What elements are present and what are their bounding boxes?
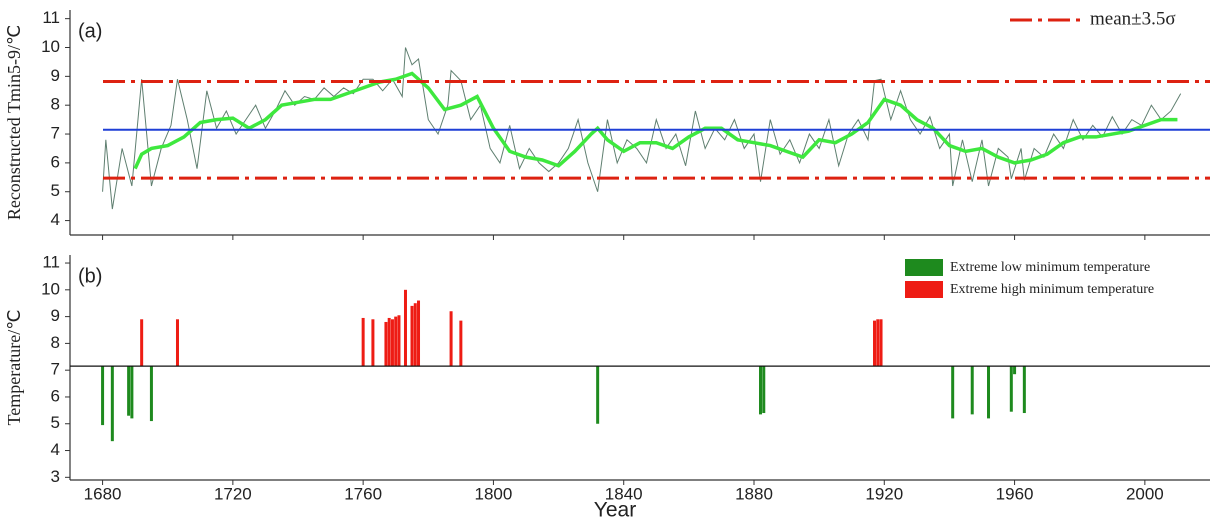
y-axis-label: Temperature/℃ bbox=[4, 310, 24, 426]
y-tick-label: 9 bbox=[51, 66, 60, 85]
bar bbox=[110, 366, 114, 442]
bar bbox=[101, 366, 105, 426]
bar bbox=[417, 300, 421, 367]
bar bbox=[1022, 366, 1026, 414]
bar bbox=[759, 366, 763, 415]
y-tick-label: 10 bbox=[41, 37, 60, 56]
bar bbox=[410, 305, 414, 367]
y-tick-label: 11 bbox=[42, 253, 60, 272]
bar bbox=[459, 320, 463, 367]
bar bbox=[397, 315, 401, 367]
y-tick-label: 10 bbox=[41, 279, 60, 298]
bar bbox=[387, 317, 391, 367]
y-tick-label: 7 bbox=[51, 360, 60, 379]
y-tick-label: 6 bbox=[51, 152, 60, 171]
bar bbox=[876, 319, 880, 367]
bar bbox=[130, 366, 134, 419]
y-tick-label: 8 bbox=[51, 333, 60, 352]
x-tick-label: 1720 bbox=[214, 484, 252, 503]
y-tick-label: 7 bbox=[51, 124, 60, 143]
bar bbox=[596, 366, 600, 424]
bar bbox=[1013, 366, 1017, 375]
panel-label: (b) bbox=[78, 265, 102, 287]
x-tick-label: 1960 bbox=[996, 484, 1034, 503]
bar bbox=[873, 320, 877, 367]
y-axis-label: Reconstructed Tmin5-9/℃ bbox=[4, 25, 24, 220]
y-tick-label: 9 bbox=[51, 306, 60, 325]
bar bbox=[987, 366, 991, 419]
y-tick-label: 6 bbox=[51, 386, 60, 405]
x-tick-label: 1840 bbox=[605, 484, 643, 503]
x-tick-label: 1920 bbox=[865, 484, 903, 503]
bar bbox=[951, 366, 955, 419]
y-tick-label: 5 bbox=[51, 181, 60, 200]
x-tick-label: 2000 bbox=[1126, 484, 1164, 503]
legend-label: Extreme high minimum temperature bbox=[950, 282, 1154, 297]
bar bbox=[762, 366, 766, 414]
bar bbox=[140, 319, 144, 367]
data-line bbox=[102, 47, 1182, 210]
bar bbox=[361, 317, 365, 367]
bar bbox=[970, 366, 974, 415]
y-tick-label: 5 bbox=[51, 413, 60, 432]
y-tick-label: 4 bbox=[51, 440, 60, 459]
bar bbox=[175, 319, 179, 367]
bar bbox=[1009, 366, 1013, 412]
panel-label: (a) bbox=[78, 20, 102, 42]
y-tick-label: 11 bbox=[42, 8, 60, 27]
legend-swatch bbox=[905, 259, 943, 276]
bar bbox=[449, 311, 453, 367]
bar bbox=[879, 319, 883, 367]
y-tick-label: 4 bbox=[51, 210, 60, 229]
bar bbox=[413, 303, 417, 367]
bar bbox=[390, 319, 394, 367]
x-tick-label: 1680 bbox=[84, 484, 122, 503]
legend-swatch bbox=[905, 281, 943, 298]
y-tick-label: 3 bbox=[51, 467, 60, 486]
bar bbox=[403, 289, 407, 367]
legend-label: Extreme low minimum temperature bbox=[950, 260, 1150, 275]
bar bbox=[371, 319, 375, 367]
bar bbox=[149, 366, 153, 422]
bar bbox=[127, 366, 131, 416]
x-axis-label: Year bbox=[594, 499, 636, 522]
x-tick-label: 1800 bbox=[475, 484, 513, 503]
x-tick-label: 1880 bbox=[735, 484, 773, 503]
data-line bbox=[133, 71, 1178, 170]
x-tick-label: 1760 bbox=[344, 484, 382, 503]
bar bbox=[384, 321, 388, 367]
y-tick-label: 8 bbox=[51, 95, 60, 114]
legend-label: mean±3.5σ bbox=[1090, 8, 1176, 29]
bar bbox=[394, 316, 398, 367]
